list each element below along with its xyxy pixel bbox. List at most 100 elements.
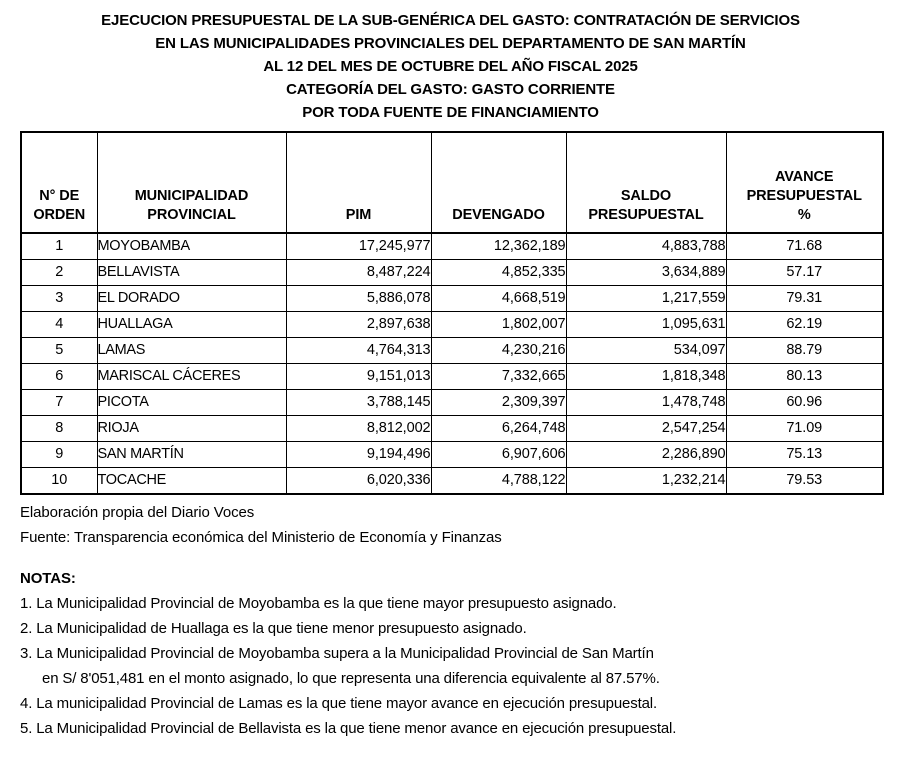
table-row: 1 MOYOBAMBA 17,245,977 12,362,189 4,883,… [20, 232, 884, 260]
table-header: N° DE ORDEN MUNICIPALIDAD PROVINCIAL PIM… [20, 131, 884, 234]
cell-avance: 80.13 [725, 363, 884, 390]
cell-saldo: 3,634,889 [565, 259, 727, 286]
cell-devengado: 4,788,122 [430, 467, 567, 495]
table-row: 10 TOCACHE 6,020,336 4,788,122 1,232,214… [20, 467, 884, 495]
elaboration-line: Elaboración propia del Diario Voces [20, 504, 255, 521]
column-header-order-line1: N° DE [39, 188, 80, 204]
cell-pim: 17,245,977 [285, 232, 432, 260]
budget-table-container: N° DE ORDEN MUNICIPALIDAD PROVINCIAL PIM… [20, 131, 884, 495]
cell-saldo: 1,232,214 [565, 467, 727, 495]
table-row: 6 MARISCAL CÁCERES 9,151,013 7,332,665 1… [20, 363, 884, 390]
cell-avance: 88.79 [725, 337, 884, 364]
cell-order: 4 [20, 311, 98, 338]
source-block: Elaboración propia del Diario Voces Fuen… [20, 500, 880, 550]
cell-order: 6 [20, 363, 98, 390]
title-line-5: POR TODA FUENTE DE FINANCIAMIENTO [302, 104, 599, 121]
column-header-pim-line1: PIM [345, 207, 372, 223]
note-item: 3. La Municipalidad Provincial de Moyoba… [20, 641, 880, 691]
column-header-devengado-line1: DEVENGADO [452, 207, 545, 223]
column-header-municipality-line2: PROVINCIAL [147, 207, 236, 223]
column-header-devengado: DEVENGADO [430, 131, 567, 234]
cell-avance: 57.17 [725, 259, 884, 286]
note-text: 5. La Municipalidad Provincial de Bellav… [20, 720, 677, 737]
cell-municipality: BELLAVISTA [96, 259, 287, 286]
table-header-row: N° DE ORDEN MUNICIPALIDAD PROVINCIAL PIM… [20, 131, 884, 234]
column-header-saldo: SALDO PRESUPUESTAL [565, 131, 727, 234]
cell-pim: 9,194,496 [285, 441, 432, 468]
title-line-3: AL 12 DEL MES DE OCTUBRE DEL AÑO FISCAL … [263, 58, 638, 75]
cell-avance: 71.68 [725, 232, 884, 260]
table-row: 5 LAMAS 4,764,313 4,230,216 534,097 88.7… [20, 337, 884, 364]
title-line-4: CATEGORÍA DEL GASTO: GASTO CORRIENTE [286, 81, 615, 98]
cell-municipality: PICOTA [96, 389, 287, 416]
column-header-saldo-line1: SALDO [620, 188, 672, 204]
cell-pim: 4,764,313 [285, 337, 432, 364]
budget-table: N° DE ORDEN MUNICIPALIDAD PROVINCIAL PIM… [20, 131, 884, 495]
cell-pim: 8,812,002 [285, 415, 432, 442]
cell-saldo: 1,478,748 [565, 389, 727, 416]
column-header-municipality-line1: MUNICIPALIDAD [134, 188, 249, 204]
cell-saldo: 1,818,348 [565, 363, 727, 390]
cell-pim: 8,487,224 [285, 259, 432, 286]
cell-municipality: MARISCAL CÁCERES [96, 363, 287, 390]
cell-order: 9 [20, 441, 98, 468]
column-header-avance-line1: AVANCE [775, 169, 834, 185]
report-title-block: EJECUCION PRESUPUESTAL DE LA SUB-GENÉRIC… [0, 0, 901, 124]
cell-devengado: 4,668,519 [430, 285, 567, 312]
cell-devengado: 6,264,748 [430, 415, 567, 442]
column-header-municipality: MUNICIPALIDAD PROVINCIAL [96, 131, 287, 234]
cell-devengado: 2,309,397 [430, 389, 567, 416]
cell-municipality: TOCACHE [96, 467, 287, 495]
cell-order: 8 [20, 415, 98, 442]
note-text-continuation: en S/ 8'051,481 en el monto asignado, lo… [42, 670, 660, 687]
cell-saldo: 2,286,890 [565, 441, 727, 468]
table-row: 4 HUALLAGA 2,897,638 1,802,007 1,095,631… [20, 311, 884, 338]
column-header-avance-line3: % [797, 207, 811, 223]
column-header-order: N° DE ORDEN [20, 131, 98, 234]
title-line-1: EJECUCION PRESUPUESTAL DE LA SUB-GENÉRIC… [101, 12, 800, 29]
cell-saldo: 534,097 [565, 337, 727, 364]
table-row: 2 BELLAVISTA 8,487,224 4,852,335 3,634,8… [20, 259, 884, 286]
cell-saldo: 1,095,631 [565, 311, 727, 338]
table-row: 3 EL DORADO 5,886,078 4,668,519 1,217,55… [20, 285, 884, 312]
cell-municipality: EL DORADO [96, 285, 287, 312]
cell-devengado: 4,852,335 [430, 259, 567, 286]
column-header-order-line2: ORDEN [33, 207, 86, 223]
cell-order: 2 [20, 259, 98, 286]
cell-devengado: 12,362,189 [430, 232, 567, 260]
cell-municipality: LAMAS [96, 337, 287, 364]
cell-avance: 79.31 [725, 285, 884, 312]
column-header-pim: PIM [285, 131, 432, 234]
cell-order: 3 [20, 285, 98, 312]
cell-avance: 60.96 [725, 389, 884, 416]
cell-devengado: 4,230,216 [430, 337, 567, 364]
table-row: 9 SAN MARTÍN 9,194,496 6,907,606 2,286,8… [20, 441, 884, 468]
cell-order: 10 [20, 467, 98, 495]
cell-order: 7 [20, 389, 98, 416]
note-text: 1. La Municipalidad Provincial de Moyoba… [20, 595, 617, 612]
cell-pim: 6,020,336 [285, 467, 432, 495]
table-row: 8 RIOJA 8,812,002 6,264,748 2,547,254 71… [20, 415, 884, 442]
source-line: Fuente: Transparencia económica del Mini… [20, 529, 502, 546]
cell-pim: 5,886,078 [285, 285, 432, 312]
column-header-saldo-line2: PRESUPUESTAL [588, 207, 704, 223]
cell-saldo: 1,217,559 [565, 285, 727, 312]
notes-heading: NOTAS: [20, 570, 76, 587]
cell-municipality: RIOJA [96, 415, 287, 442]
cell-order: 1 [20, 232, 98, 260]
cell-avance: 62.19 [725, 311, 884, 338]
table-row: 7 PICOTA 3,788,145 2,309,397 1,478,748 6… [20, 389, 884, 416]
column-header-avance-line2: PRESUPUESTAL [746, 188, 862, 204]
note-text: 4. La municipalidad Provincial de Lamas … [20, 695, 657, 712]
note-item: 2. La Municipalidad de Huallaga es la qu… [20, 616, 880, 641]
cell-municipality: HUALLAGA [96, 311, 287, 338]
cell-order: 5 [20, 337, 98, 364]
note-item: 5. La Municipalidad Provincial de Bellav… [20, 716, 880, 741]
notes-block: NOTAS: 1. La Municipalidad Provincial de… [20, 567, 880, 741]
cell-devengado: 7,332,665 [430, 363, 567, 390]
note-item: 1. La Municipalidad Provincial de Moyoba… [20, 591, 880, 616]
column-header-avance: AVANCE PRESUPUESTAL % [725, 131, 884, 234]
cell-saldo: 4,883,788 [565, 232, 727, 260]
cell-saldo: 2,547,254 [565, 415, 727, 442]
note-item: 4. La municipalidad Provincial de Lamas … [20, 691, 880, 716]
